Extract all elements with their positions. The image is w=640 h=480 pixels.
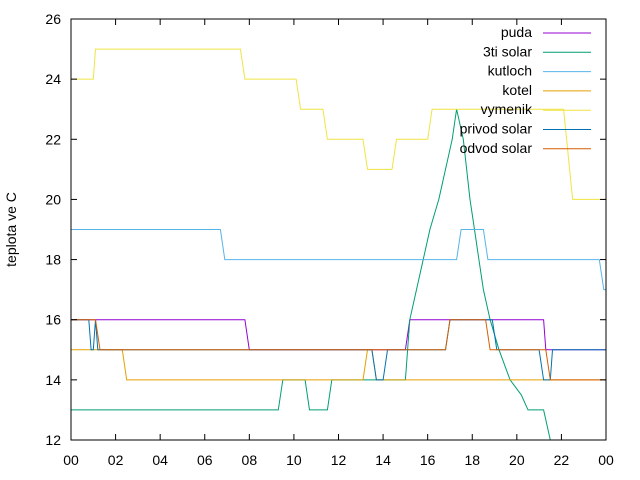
x-tick-label: 16 bbox=[420, 452, 436, 468]
series-line-puda bbox=[71, 319, 606, 351]
x-tick-label: 04 bbox=[152, 452, 168, 468]
series-line-3ti-solar bbox=[71, 109, 551, 441]
series-line-odvod-solar bbox=[71, 319, 606, 381]
legend-label-privod-solar: privod solar bbox=[460, 121, 533, 137]
y-axis-title: teplota ve C bbox=[3, 192, 19, 267]
legend-label-kotel: kotel bbox=[502, 82, 532, 98]
y-tick-label: 16 bbox=[45, 312, 61, 328]
x-tick-label: 10 bbox=[286, 452, 302, 468]
legend-label-3ti-solar: 3ti solar bbox=[483, 43, 532, 59]
x-tick-label: 12 bbox=[331, 452, 347, 468]
legend: puda 3ti solar kutloch kotel vymenik privod s… bbox=[460, 24, 591, 156]
x-tick-label: 14 bbox=[375, 452, 391, 468]
y-tick-label: 18 bbox=[45, 252, 61, 268]
legend-label-puda: puda bbox=[501, 24, 532, 40]
x-tick-label: 06 bbox=[197, 452, 213, 468]
legend-label-vymenik: vymenik bbox=[481, 101, 533, 117]
y-tick-label: 14 bbox=[45, 372, 61, 388]
x-tick-label: 00 bbox=[598, 452, 614, 468]
y-tick-label: 24 bbox=[45, 71, 61, 87]
x-tick-label: 02 bbox=[108, 452, 124, 468]
x-tick-label: 22 bbox=[554, 452, 570, 468]
legend-label-kutloch: kutloch bbox=[488, 63, 532, 79]
legend-label-odvod-solar: odvod solar bbox=[460, 140, 533, 156]
series-layer bbox=[71, 48, 606, 441]
x-tick-label: 18 bbox=[464, 452, 480, 468]
series-line-vymenik bbox=[71, 48, 606, 200]
y-tick-label: 26 bbox=[45, 11, 61, 27]
x-tick-label: 00 bbox=[63, 452, 79, 468]
y-tick-label: 12 bbox=[45, 432, 61, 448]
ticks-layer: 00 02 04 06 08 10 12 14 16 18 20 22 0012141618202224… bbox=[45, 11, 614, 468]
y-tick-label: 22 bbox=[45, 131, 61, 147]
x-tick-label: 08 bbox=[242, 452, 258, 468]
x-tick-label: 20 bbox=[509, 452, 525, 468]
series-line-kutloch bbox=[71, 229, 606, 291]
y-tick-label: 20 bbox=[45, 191, 61, 207]
